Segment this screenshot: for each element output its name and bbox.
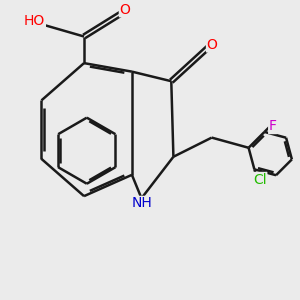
Text: NH: NH bbox=[132, 196, 152, 210]
Text: O: O bbox=[206, 38, 218, 52]
Text: Cl: Cl bbox=[253, 172, 267, 187]
Text: F: F bbox=[269, 119, 277, 134]
Text: O: O bbox=[119, 3, 130, 17]
Text: HO: HO bbox=[24, 14, 45, 28]
